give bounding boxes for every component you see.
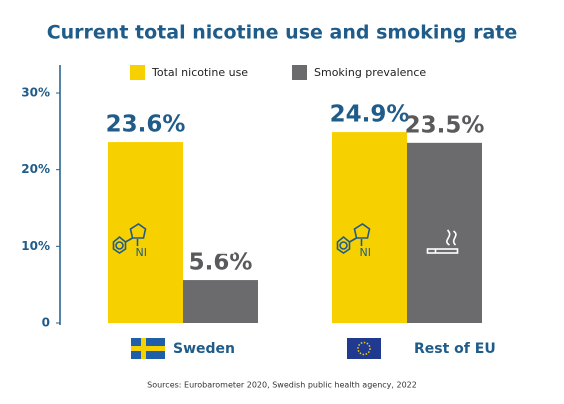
icon-smoke (446, 229, 451, 246)
bar (332, 132, 407, 323)
x-tick-label: Sweden (173, 341, 235, 357)
legend-label: Smoking prevalence (314, 66, 426, 79)
cigarette-icon (426, 229, 459, 254)
icon-bond (349, 237, 357, 243)
icon-cigarette (426, 248, 459, 254)
icon-smoke (452, 230, 457, 246)
bar (407, 142, 482, 323)
value-label: 24.9% (330, 102, 410, 128)
bar (183, 280, 258, 323)
y-tick-label: 0 (42, 316, 50, 330)
value-label: 23.5% (405, 112, 485, 138)
icon-ring (339, 241, 348, 250)
y-tick-label: 20% (21, 162, 50, 176)
y-tick-label: 30% (21, 86, 50, 100)
legend-swatch (292, 65, 307, 80)
icon-label: NI (360, 246, 371, 259)
icon-smoke (228, 230, 233, 246)
icon-ring (129, 223, 147, 239)
flag-eu (347, 338, 381, 359)
legend-label: Total nicotine use (151, 66, 248, 79)
icon-label: NI (136, 246, 147, 259)
icon-bond (125, 237, 133, 243)
legend-swatch (130, 65, 145, 80)
chart-title: Current total nicotine use and smoking r… (47, 22, 518, 44)
x-tick-label: Rest of EU (414, 341, 496, 357)
nicotine-icon (336, 223, 371, 254)
flag-sweden (131, 338, 165, 359)
nicotine-icon (112, 223, 147, 254)
icon-smoke (222, 229, 227, 246)
cigarette-icon (202, 229, 235, 254)
icon-ring (112, 235, 127, 254)
icon-cigarette (202, 248, 235, 254)
y-tick-label: 10% (21, 239, 50, 253)
value-label: 23.6% (106, 112, 186, 138)
icon-ring (353, 223, 371, 239)
icon-ring (336, 235, 351, 254)
value-label: 5.6% (189, 250, 253, 276)
icon-ring (115, 241, 124, 250)
source: Sources: Eurobarometer 2020, Swedish pub… (147, 381, 417, 390)
